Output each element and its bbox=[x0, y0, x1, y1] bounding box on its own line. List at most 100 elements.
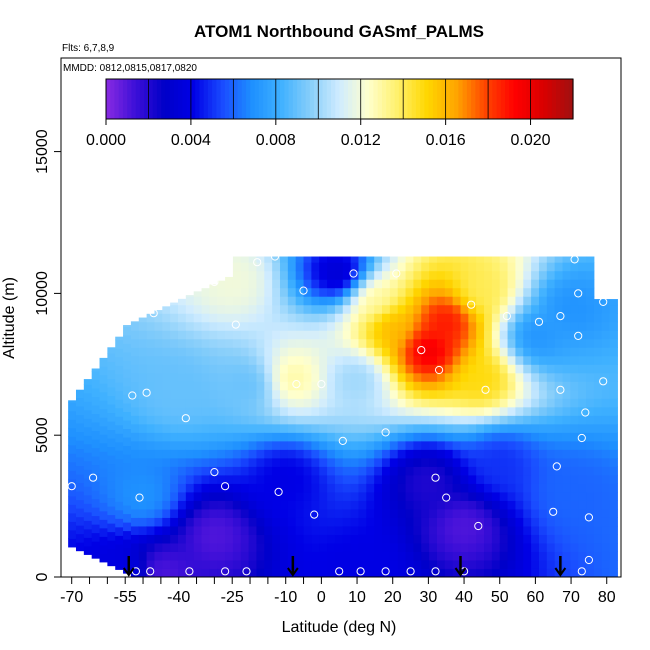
heatmap-cell bbox=[554, 483, 564, 493]
heatmap-cell bbox=[429, 262, 438, 272]
heatmap-cell bbox=[523, 466, 532, 476]
heatmap-cell bbox=[256, 500, 265, 510]
heatmap-cell bbox=[476, 432, 485, 442]
heatmap-cell bbox=[248, 534, 257, 544]
heatmap-cell bbox=[562, 508, 571, 518]
heatmap-cell bbox=[193, 330, 203, 340]
heatmap-cell bbox=[209, 389, 218, 399]
heatmap-cell bbox=[397, 287, 407, 297]
heatmap-cell bbox=[138, 347, 148, 357]
heatmap-cell bbox=[397, 313, 407, 323]
heatmap-cell bbox=[358, 296, 367, 306]
heatmap-cell bbox=[389, 491, 399, 501]
heatmap-cell bbox=[91, 498, 101, 508]
heatmap-cell bbox=[499, 449, 509, 459]
heatmap-cell bbox=[240, 364, 250, 374]
heatmap-cell bbox=[562, 347, 571, 357]
heatmap-cell bbox=[444, 500, 454, 510]
heatmap-cell bbox=[225, 491, 234, 501]
heatmap-cell bbox=[350, 483, 359, 493]
heatmap-cell bbox=[185, 389, 195, 399]
heatmap-cell bbox=[248, 415, 257, 425]
heatmap-cell bbox=[421, 256, 430, 263]
heatmap-cell bbox=[389, 304, 399, 314]
heatmap-cell bbox=[452, 508, 461, 518]
heatmap-cell bbox=[374, 364, 383, 374]
heatmap-cell bbox=[374, 449, 383, 459]
heatmap-cell bbox=[83, 486, 93, 496]
heatmap-cell bbox=[468, 389, 477, 399]
heatmap-cell bbox=[217, 280, 226, 289]
heatmap-cell bbox=[123, 445, 132, 455]
heatmap-cell bbox=[232, 508, 242, 518]
heatmap-cell bbox=[444, 466, 454, 476]
heatmap-cell bbox=[444, 321, 454, 331]
colorbar-swatch bbox=[220, 79, 226, 119]
heatmap-cell bbox=[138, 457, 148, 467]
heatmap-cell bbox=[209, 415, 218, 425]
colorbar-frame bbox=[105, 78, 574, 120]
heatmap-cell bbox=[554, 406, 564, 416]
heatmap-cell bbox=[217, 347, 226, 357]
heatmap-cell bbox=[209, 449, 218, 459]
heatmap-cell bbox=[240, 423, 250, 433]
heatmap-cell bbox=[570, 508, 579, 518]
heatmap-cell bbox=[272, 457, 281, 467]
heatmap-cell bbox=[382, 534, 391, 544]
heatmap-cell bbox=[507, 491, 516, 501]
heatmap-cell bbox=[123, 488, 132, 498]
heatmap-cell bbox=[123, 326, 132, 336]
heatmap-cell bbox=[570, 449, 579, 459]
heatmap-cell bbox=[405, 296, 414, 306]
heatmap-cell bbox=[491, 449, 501, 459]
heatmap-cell bbox=[444, 256, 454, 263]
heatmap-cell bbox=[225, 406, 234, 416]
heatmap-cell bbox=[225, 389, 234, 399]
heatmap-cell bbox=[609, 466, 618, 476]
heatmap-cell bbox=[146, 381, 155, 391]
heatmap-cell bbox=[99, 374, 108, 384]
heatmap-cell bbox=[264, 466, 273, 476]
heatmap-cell bbox=[311, 440, 320, 450]
heatmap-cell bbox=[248, 525, 257, 535]
heatmap-cell bbox=[68, 419, 77, 429]
heatmap-cell bbox=[280, 534, 289, 544]
heatmap-cell bbox=[232, 551, 242, 561]
heatmap-cell bbox=[468, 381, 477, 391]
heatmap-cell bbox=[405, 457, 414, 467]
heatmap-cell bbox=[232, 304, 242, 314]
heatmap-cell bbox=[342, 287, 352, 297]
heatmap-cell bbox=[264, 517, 273, 527]
heatmap-cell bbox=[538, 525, 548, 535]
heatmap-cell bbox=[429, 457, 438, 467]
heatmap-cell bbox=[83, 511, 93, 521]
heatmap-cell bbox=[460, 449, 469, 459]
heatmap-cell bbox=[342, 491, 352, 501]
colorbar-swatch bbox=[233, 79, 239, 119]
heatmap-cell bbox=[586, 347, 595, 357]
heatmap-cell bbox=[382, 432, 391, 442]
heatmap-cell bbox=[562, 534, 571, 544]
heatmap-cell bbox=[319, 262, 328, 272]
heatmap-cell bbox=[484, 491, 493, 501]
heatmap-cell bbox=[382, 500, 391, 510]
heatmap-cell bbox=[170, 330, 179, 340]
heatmap-cell bbox=[460, 355, 469, 365]
heatmap-cell bbox=[264, 398, 273, 408]
heatmap-cell bbox=[217, 449, 226, 459]
heatmap-cell bbox=[162, 423, 171, 433]
heatmap-cell bbox=[240, 491, 250, 501]
heatmap-cell bbox=[374, 466, 383, 476]
heatmap-cell bbox=[311, 372, 320, 382]
heatmap-cell bbox=[554, 542, 564, 552]
heatmap-cell bbox=[374, 423, 383, 433]
heatmap-cell bbox=[570, 279, 579, 289]
heatmap-cell bbox=[601, 364, 611, 374]
heatmap-cell bbox=[311, 256, 320, 263]
heatmap-cell bbox=[554, 381, 564, 391]
heatmap-cell bbox=[280, 364, 289, 374]
heatmap-cell bbox=[248, 517, 257, 527]
heatmap-cell bbox=[185, 321, 195, 331]
heatmap-cell bbox=[609, 364, 618, 374]
heatmap-cell bbox=[177, 466, 187, 476]
